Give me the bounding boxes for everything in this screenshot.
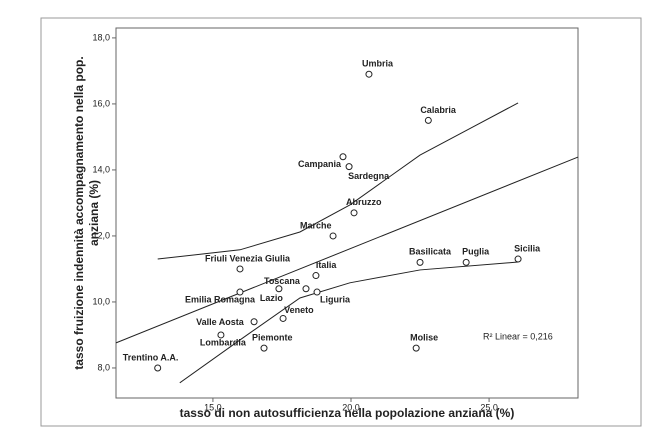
point: [279, 314, 287, 322]
point: [350, 209, 358, 217]
point: [312, 272, 320, 280]
point-label: Campania: [298, 159, 342, 169]
point-label: Calabria: [420, 105, 457, 115]
point: [345, 163, 353, 171]
y-tick-label: 12,0: [92, 230, 110, 240]
point-label: Puglia: [462, 247, 490, 257]
point-label: Italia: [316, 260, 338, 270]
point-label: Valle Aosta: [196, 317, 245, 327]
plot-frame: [115, 27, 579, 399]
point-label: Umbria: [362, 59, 394, 69]
y-tick-label: 14,0: [92, 164, 110, 174]
point-label: Abruzzo: [346, 197, 382, 207]
point: [250, 318, 258, 326]
point-label: Trentino A.A.: [123, 352, 179, 362]
point-label: Lombardia: [200, 337, 247, 347]
point: [217, 331, 225, 339]
point: [514, 255, 522, 263]
point: [329, 232, 337, 240]
point: [275, 285, 283, 293]
point: [339, 153, 347, 161]
fit-line: [115, 156, 579, 344]
y-tick-label: 18,0: [92, 32, 110, 42]
point: [313, 288, 321, 296]
point-label: Liguria: [320, 294, 351, 304]
y-axis-title: anziana (%): [87, 180, 101, 246]
ci-upper: [157, 102, 519, 260]
point: [424, 116, 432, 124]
annotation: R² Linear = 0,216: [483, 331, 553, 341]
y-axis-title: tasso fruizione indennità accompagnament…: [72, 56, 86, 369]
point-label: Marche: [300, 220, 332, 230]
point-label: Piemonte: [252, 333, 293, 343]
y-tick-label: 10,0: [92, 296, 110, 306]
point: [236, 265, 244, 273]
point-label: Lazio: [260, 293, 284, 303]
point-label: Molise: [410, 333, 438, 343]
x-tick-label: 15,0: [204, 402, 222, 412]
point-label: Sicilia: [514, 243, 541, 253]
point: [260, 344, 268, 352]
point: [416, 258, 424, 266]
x-tick-label: 25,0: [480, 402, 498, 412]
point-label: Emilia Romagna: [185, 294, 256, 304]
point: [462, 258, 470, 266]
point: [236, 288, 244, 296]
y-tick-label: 16,0: [92, 98, 110, 108]
point: [365, 70, 373, 78]
point: [154, 364, 162, 372]
x-tick-label: 20,0: [342, 402, 360, 412]
point-label: Sardegna: [348, 171, 390, 181]
point-label: Basilicata: [409, 247, 452, 257]
point: [412, 344, 420, 352]
point-label: Friuli Venezia Giulia: [205, 253, 291, 263]
point: [302, 285, 310, 293]
point-label: Veneto: [284, 305, 314, 315]
point-label: Toscana: [264, 276, 301, 286]
x-axis-title: tasso di non autosufficienza nella popol…: [180, 406, 515, 420]
y-tick-label: 8,0: [97, 362, 110, 372]
ci-lower: [179, 261, 519, 384]
